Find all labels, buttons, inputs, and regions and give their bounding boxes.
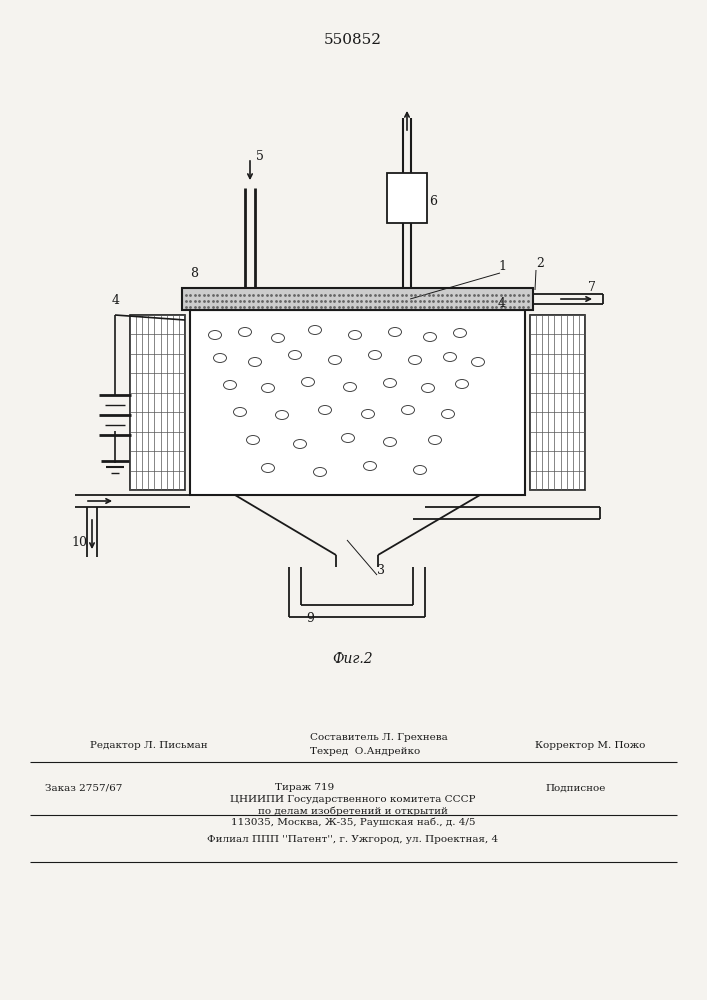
Text: 8: 8	[190, 267, 198, 280]
Text: 2: 2	[536, 257, 544, 270]
Text: Подписное: Подписное	[545, 784, 605, 792]
Text: 9: 9	[306, 612, 314, 625]
Text: 113035, Москва, Ж-35, Раушская наб., д. 4/5: 113035, Москва, Ж-35, Раушская наб., д. …	[230, 817, 475, 827]
Text: 10: 10	[71, 536, 87, 549]
Text: Тираж 719: Тираж 719	[275, 784, 334, 792]
Text: 1: 1	[498, 260, 506, 273]
Text: 3: 3	[377, 564, 385, 577]
Text: по делам изобретений и открытий: по делам изобретений и открытий	[258, 806, 448, 816]
Bar	[530, 315, 585, 490]
Text: Составитель Л. Грехнева: Составитель Л. Грехнева	[310, 734, 448, 742]
Text: 5: 5	[256, 150, 264, 163]
Bar	[182, 288, 533, 310]
Text: Техред  О.Андрейко: Техред О.Андрейко	[310, 748, 420, 756]
Text: 4: 4	[498, 297, 506, 310]
Text: Редактор Л. Письман: Редактор Л. Письман	[90, 740, 208, 750]
Text: 550852: 550852	[324, 33, 382, 47]
Text: Заказ 2757/67: Заказ 2757/67	[45, 784, 122, 792]
Bar	[387, 173, 427, 223]
Text: Корректор М. Пожо: Корректор М. Пожо	[535, 740, 645, 750]
Text: 7: 7	[588, 281, 596, 294]
Text: 4: 4	[112, 294, 120, 307]
Text: Фиг.2: Фиг.2	[333, 652, 373, 666]
Bar	[130, 315, 185, 490]
Text: Филиал ППП ''Патент'', г. Ужгород, ул. Проектная, 4: Филиал ППП ''Патент'', г. Ужгород, ул. П…	[207, 836, 498, 844]
Text: 6: 6	[429, 195, 437, 208]
Text: ЦНИИПИ Государственного комитета СССР: ЦНИИПИ Государственного комитета СССР	[230, 796, 476, 804]
Bar	[190, 310, 525, 495]
